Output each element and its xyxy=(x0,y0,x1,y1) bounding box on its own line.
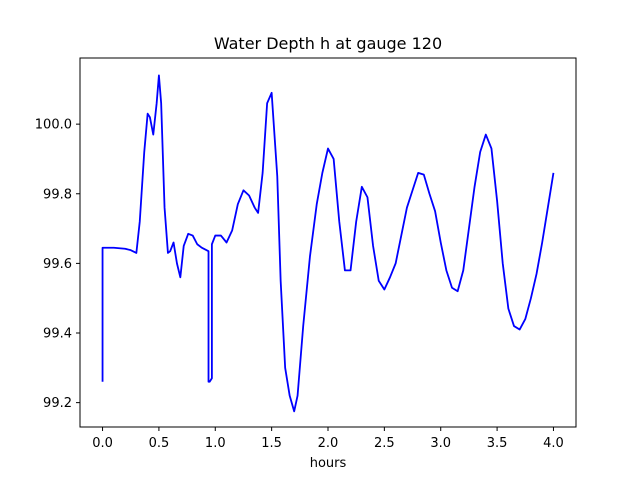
x-axis: 0.0 0.5 1.0 1.5 2.0 2.5 3.0 3.5 4.0 xyxy=(92,427,564,451)
x-axis-label: hours xyxy=(310,456,347,471)
x-tick-label: 0.5 xyxy=(149,436,170,451)
x-tick-label: 4.0 xyxy=(543,436,564,451)
y-tick-label: 99.8 xyxy=(43,187,72,202)
x-tick-label: 2.5 xyxy=(374,436,395,451)
y-axis: 99.2 99.4 99.6 99.8 100.0 xyxy=(35,118,80,411)
x-tick-label: 3.0 xyxy=(430,436,451,451)
x-tick-label: 0.0 xyxy=(92,436,113,451)
series-line-0 xyxy=(101,74,555,413)
x-tick-label: 3.5 xyxy=(487,436,508,451)
y-tick-label: 99.6 xyxy=(43,257,72,272)
x-tick-label: 1.0 xyxy=(205,436,226,451)
y-tick-label: 99.2 xyxy=(43,396,72,411)
x-tick-label: 1.5 xyxy=(261,436,282,451)
chart-title: Water Depth h at gauge 120 xyxy=(214,34,442,53)
plot-area xyxy=(101,74,555,413)
y-tick-label: 99.4 xyxy=(43,327,72,342)
y-tick-label: 100.0 xyxy=(35,118,72,133)
x-tick-label: 2.0 xyxy=(318,436,339,451)
